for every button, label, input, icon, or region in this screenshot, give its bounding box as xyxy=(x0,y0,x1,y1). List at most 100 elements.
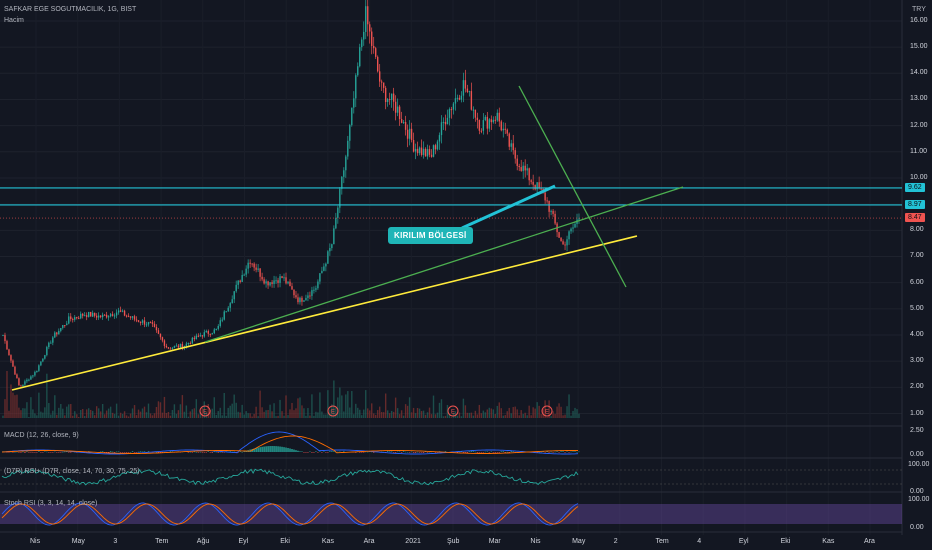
volume-bar xyxy=(107,408,110,418)
macd-histogram-bar xyxy=(141,451,144,453)
volume-bar xyxy=(8,410,10,418)
time-tick-label: 2 xyxy=(613,538,618,545)
volume-bar xyxy=(506,411,508,418)
volume-bar xyxy=(323,414,325,418)
candle-body xyxy=(416,148,419,154)
macd-histogram-bar xyxy=(295,450,297,452)
volume-bar xyxy=(219,407,221,418)
macd-histogram-bar xyxy=(462,452,465,453)
macd-histogram-bar xyxy=(398,451,401,453)
price-level-tag: 8.47 xyxy=(905,213,925,223)
candle-body xyxy=(127,315,130,317)
volume-bar xyxy=(159,402,162,418)
volume-bar xyxy=(271,411,273,418)
candle-body xyxy=(526,168,528,171)
volume-bar xyxy=(277,415,279,418)
macd-histogram-bar xyxy=(410,451,413,453)
candle-body xyxy=(121,310,124,312)
macd-histogram-bar xyxy=(287,447,289,452)
candle-body xyxy=(317,281,319,289)
breakout-zone-callout[interactable]: KIRILIM BÖLGESİ xyxy=(388,227,473,244)
candle-body xyxy=(313,289,315,291)
candle-body xyxy=(195,335,198,340)
macd-histogram-bar xyxy=(558,452,560,453)
candle-body xyxy=(265,281,267,284)
candle-body xyxy=(347,140,349,157)
macd-histogram-bar xyxy=(327,452,329,453)
volume-bar xyxy=(76,414,78,418)
volume-bar xyxy=(375,414,377,418)
candle-body xyxy=(355,75,357,99)
macd-histogram-bar xyxy=(159,452,162,453)
macd-histogram-bar xyxy=(147,451,150,452)
macd-histogram-bar xyxy=(307,452,309,453)
candle-body xyxy=(566,239,568,246)
volume-bar xyxy=(169,415,172,418)
price-tick-label: 2.00 xyxy=(910,383,924,391)
candle-body xyxy=(470,91,473,110)
volume-bar xyxy=(259,390,261,418)
macd-histogram-bar xyxy=(221,452,223,453)
macd-histogram-bar xyxy=(195,451,198,453)
macd-histogram-bar xyxy=(363,452,365,453)
macd-histogram-bar xyxy=(329,451,331,452)
macd-histogram-bar xyxy=(470,451,473,452)
macd-histogram-bar xyxy=(386,451,389,452)
candle-body xyxy=(175,345,178,347)
macd-histogram-bar xyxy=(265,446,267,452)
macd-histogram-bar xyxy=(309,451,311,453)
volume-bar xyxy=(482,410,485,418)
price-tick-label: 11.00 xyxy=(910,147,927,155)
volume-bar xyxy=(70,404,72,418)
price-level-tag: 9.62 xyxy=(905,182,925,192)
volume-bar xyxy=(516,409,518,418)
time-tick-label: Eyl xyxy=(238,538,249,545)
macd-histogram-bar xyxy=(317,452,319,453)
volume-bar xyxy=(97,408,100,418)
candle-body xyxy=(572,227,574,229)
volume-bar xyxy=(492,409,494,418)
macd-histogram-bar xyxy=(255,447,257,452)
volume-bar xyxy=(273,403,275,418)
macd-histogram-bar xyxy=(406,451,409,453)
candle-body xyxy=(498,112,500,122)
volume-bar xyxy=(402,415,405,418)
time-tick-label: May xyxy=(71,538,85,545)
volume-bar xyxy=(14,395,16,418)
stoch-k-line xyxy=(1,502,579,526)
candle-body xyxy=(271,282,273,284)
candle-body xyxy=(203,332,205,337)
candle-body xyxy=(331,244,333,249)
volume-bar xyxy=(558,403,560,418)
candle-body xyxy=(424,148,427,157)
candle-body xyxy=(133,316,136,320)
macd-histogram-bar xyxy=(402,451,405,452)
volume-bar xyxy=(185,405,188,418)
candle-body xyxy=(235,284,237,292)
volume-bar xyxy=(203,401,205,418)
volume-bar xyxy=(91,410,94,418)
macd-histogram-bar xyxy=(456,452,459,453)
price-tick-label: 7.00 xyxy=(910,252,924,260)
candle-body xyxy=(2,335,4,337)
earnings-marker xyxy=(541,405,553,417)
macd-histogram-bar xyxy=(293,449,295,452)
candle-body xyxy=(163,340,166,346)
volume-bar xyxy=(564,414,566,418)
volume-bar xyxy=(247,413,249,418)
candle-body xyxy=(384,87,387,103)
volume-bar xyxy=(472,415,475,418)
candle-body xyxy=(305,297,307,301)
candle-body xyxy=(173,346,176,348)
macd-histogram-bar xyxy=(36,452,38,453)
macd-histogram-bar xyxy=(199,451,202,453)
volume-bar xyxy=(510,413,512,418)
volume-bar xyxy=(524,412,526,418)
volume-bar xyxy=(406,405,409,418)
volume-bar xyxy=(20,410,22,418)
macd-signal-line xyxy=(1,435,578,454)
candle-body xyxy=(386,99,389,103)
volume-bar xyxy=(490,408,493,418)
time-tick-label: May xyxy=(572,538,586,545)
